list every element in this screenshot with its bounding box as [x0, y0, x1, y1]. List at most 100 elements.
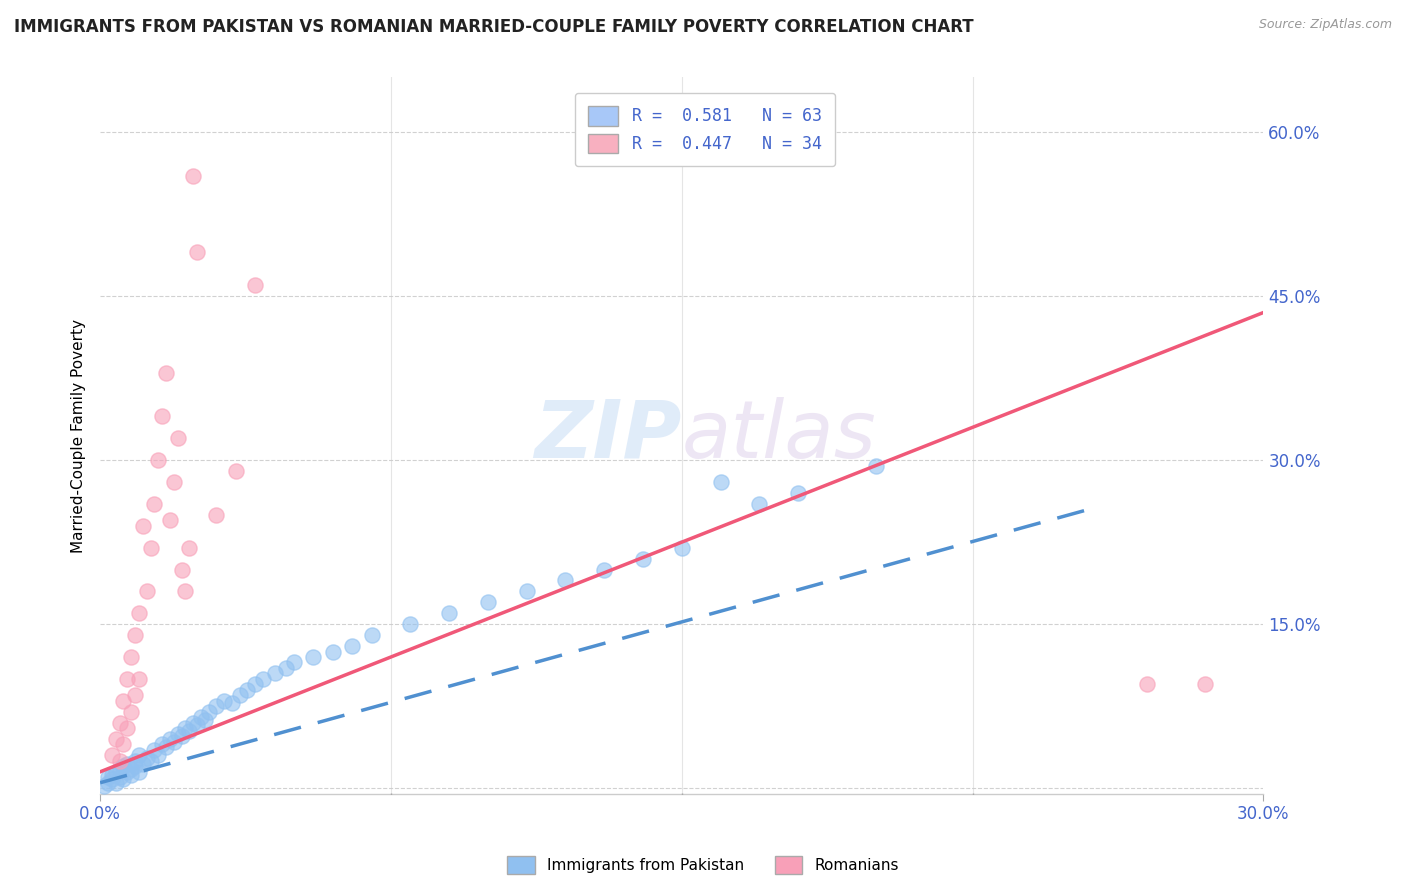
Point	[212, 694, 235, 708]
Point	[194, 714, 217, 728]
Point	[117, 764, 139, 779]
Point	[104, 764, 127, 779]
Point	[205, 699, 228, 714]
Point	[236, 682, 259, 697]
Point	[399, 617, 422, 632]
Point	[117, 672, 139, 686]
Point	[225, 464, 247, 478]
Point	[117, 757, 139, 772]
Point	[112, 738, 135, 752]
Point	[148, 748, 170, 763]
Point	[112, 759, 135, 773]
Point	[554, 574, 576, 588]
Point	[124, 754, 146, 768]
Point	[516, 584, 538, 599]
Point	[340, 639, 363, 653]
Point	[108, 715, 131, 730]
Point	[117, 721, 139, 735]
Point	[128, 748, 150, 763]
Text: Source: ZipAtlas.com: Source: ZipAtlas.com	[1258, 18, 1392, 31]
Point	[143, 497, 166, 511]
Point	[263, 666, 285, 681]
Point	[181, 169, 204, 183]
Point	[181, 715, 204, 730]
Point	[132, 757, 155, 772]
Point	[139, 541, 162, 555]
Point	[360, 628, 382, 642]
Point	[302, 650, 325, 665]
Point	[1136, 677, 1159, 691]
Point	[709, 475, 731, 489]
Point	[150, 409, 173, 424]
Point	[748, 497, 770, 511]
Point	[197, 705, 219, 719]
Point	[108, 770, 131, 784]
Point	[163, 735, 186, 749]
Point	[186, 718, 208, 732]
Point	[155, 739, 177, 754]
Point	[252, 672, 274, 686]
Point	[787, 486, 810, 500]
Y-axis label: Married-Couple Family Poverty: Married-Couple Family Poverty	[72, 318, 86, 552]
Point	[120, 762, 142, 776]
Point	[124, 628, 146, 642]
Point	[477, 595, 499, 609]
Point	[108, 754, 131, 768]
Point	[104, 776, 127, 790]
Point	[174, 721, 197, 735]
Point	[283, 656, 305, 670]
Point	[190, 710, 212, 724]
Point	[245, 278, 267, 293]
Point	[671, 541, 693, 555]
Point	[276, 661, 298, 675]
Point	[159, 731, 181, 746]
Point	[163, 475, 186, 489]
Point	[170, 562, 193, 576]
Point	[170, 729, 193, 743]
Point	[124, 759, 146, 773]
Text: IMMIGRANTS FROM PAKISTAN VS ROMANIAN MARRIED-COUPLE FAMILY POVERTY CORRELATION C: IMMIGRANTS FROM PAKISTAN VS ROMANIAN MAR…	[14, 18, 974, 36]
Point	[112, 694, 135, 708]
Point	[174, 584, 197, 599]
Point	[166, 431, 188, 445]
Point	[179, 541, 201, 555]
Point	[100, 772, 122, 787]
Point	[1194, 677, 1216, 691]
Point	[179, 724, 201, 739]
Point	[593, 562, 616, 576]
Point	[322, 644, 344, 658]
Point	[132, 518, 155, 533]
Point	[159, 513, 181, 527]
Point	[120, 650, 142, 665]
Point	[139, 754, 162, 768]
Point	[124, 688, 146, 702]
Point	[221, 696, 243, 710]
Text: ZIP: ZIP	[534, 397, 682, 475]
Point	[108, 762, 131, 776]
Point	[112, 772, 135, 787]
Point	[93, 779, 115, 793]
Text: atlas: atlas	[682, 397, 876, 475]
Point	[97, 776, 120, 790]
Point	[135, 584, 157, 599]
Point	[100, 768, 122, 782]
Point	[120, 705, 142, 719]
Point	[97, 770, 120, 784]
Point	[120, 768, 142, 782]
Point	[186, 245, 208, 260]
Point	[437, 606, 460, 620]
Point	[205, 508, 228, 522]
Point	[135, 750, 157, 764]
Point	[155, 366, 177, 380]
Point	[150, 738, 173, 752]
Point	[128, 764, 150, 779]
Point	[631, 551, 654, 566]
Point	[865, 458, 887, 473]
Legend: R =  0.581   N = 63, R =  0.447   N = 34: R = 0.581 N = 63, R = 0.447 N = 34	[575, 93, 835, 167]
Point	[128, 672, 150, 686]
Point	[104, 731, 127, 746]
Point	[245, 677, 267, 691]
Point	[228, 688, 250, 702]
Point	[128, 606, 150, 620]
Point	[166, 726, 188, 740]
